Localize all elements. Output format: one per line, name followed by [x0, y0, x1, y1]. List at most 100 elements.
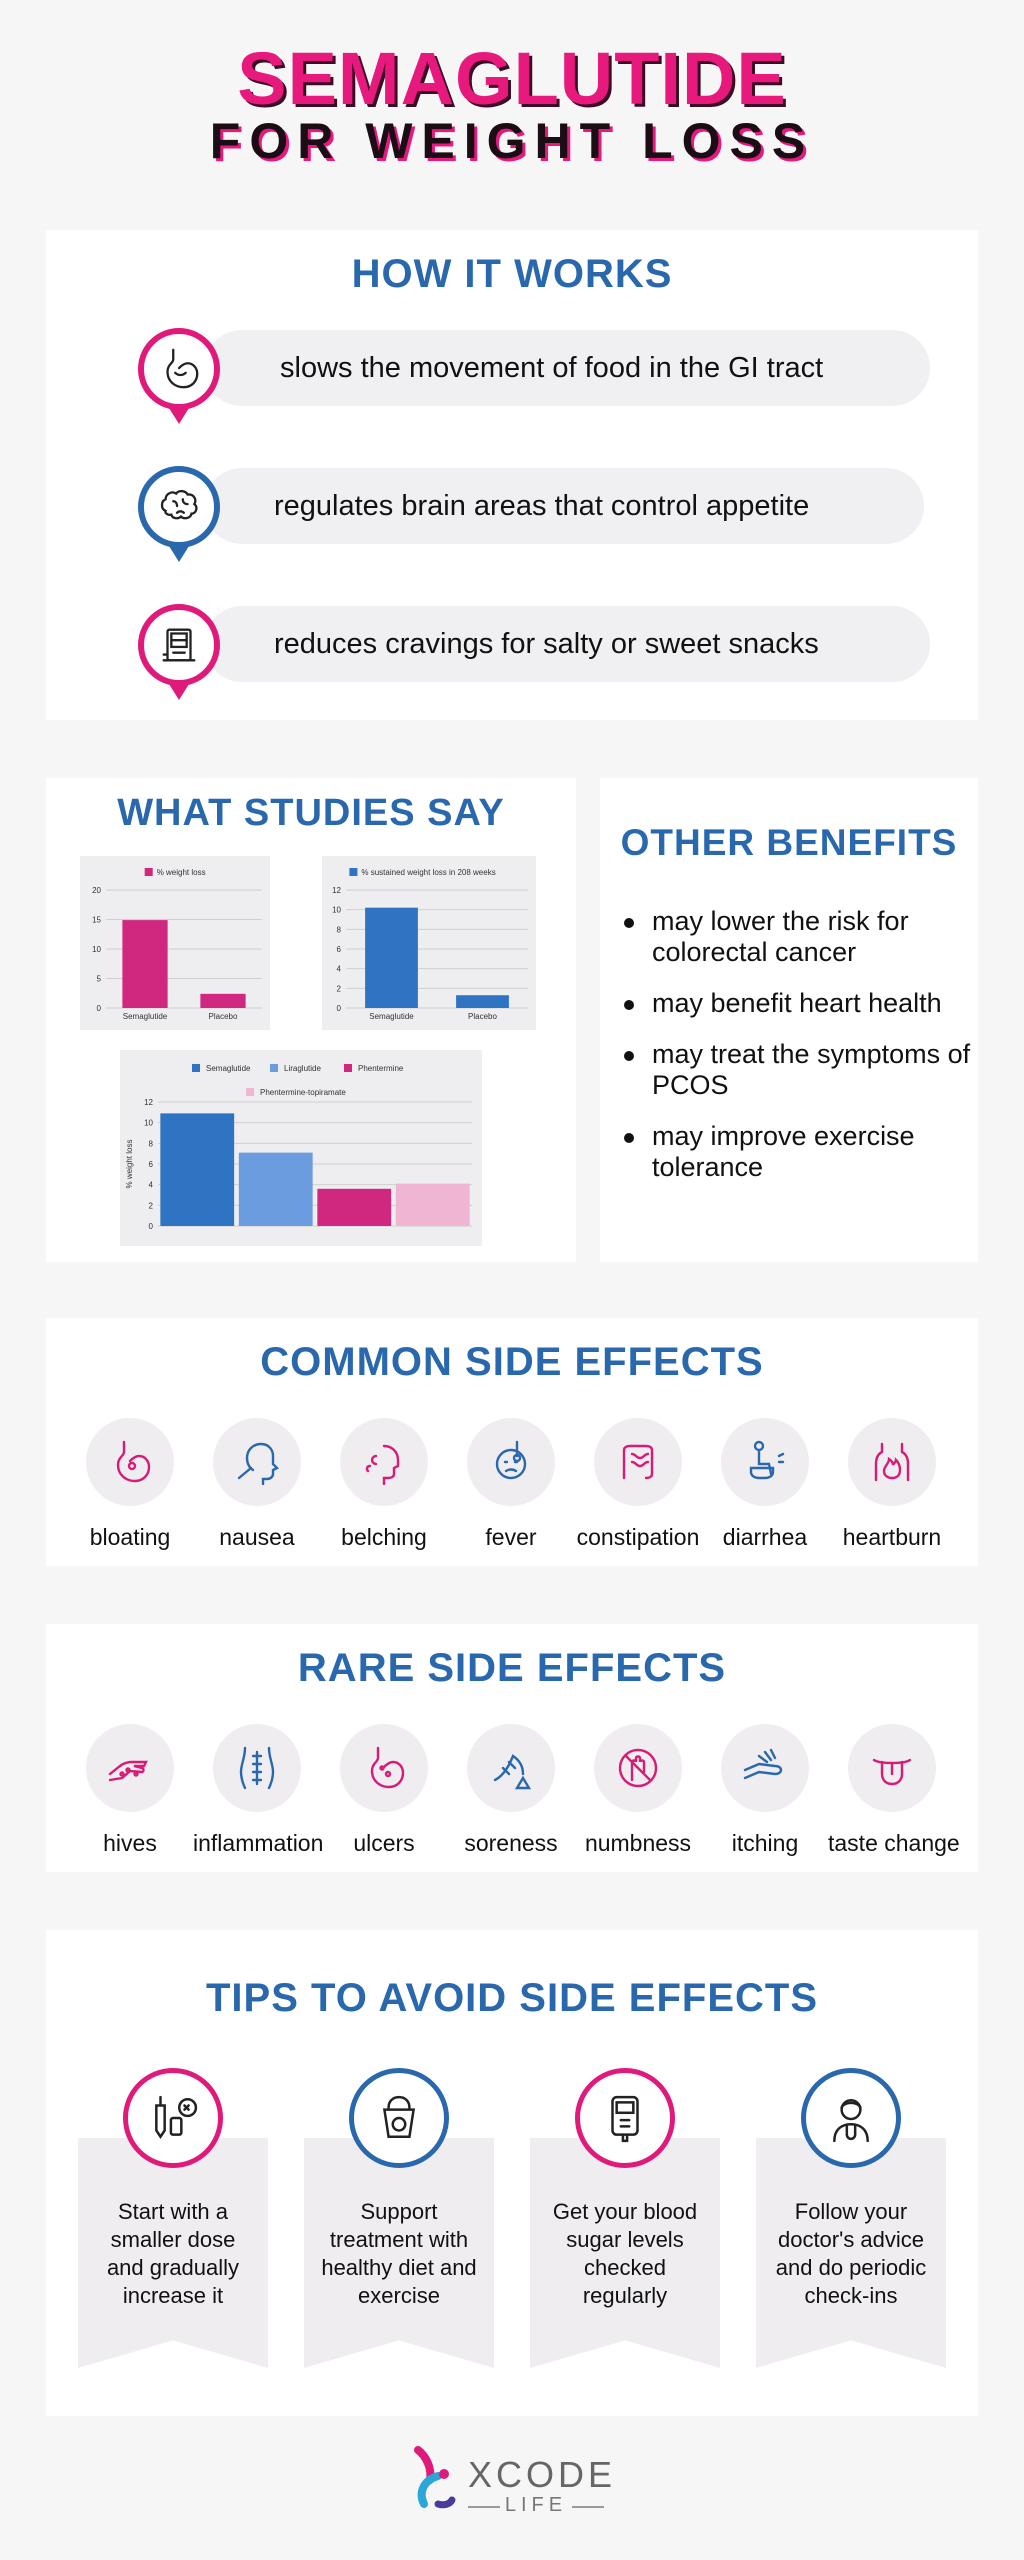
chart-weight-loss: 0 5 10 15 20 % weight loss Semaglutide Placebo: [80, 856, 270, 1030]
y-tick-label: 0: [97, 1004, 102, 1013]
side-effect-bloating: bloating: [66, 1418, 194, 1551]
y-tick-label: 6: [337, 945, 342, 954]
tip-text: Get your blood sugar levels checked regu…: [552, 2199, 698, 2308]
side-effect-label: constipation: [576, 1524, 700, 1550]
chart-sustained-weight-loss: 0 2 4 6 8 10 12 % sustained weight loss in 208 …: [322, 856, 536, 1030]
y-tick-label: 10: [144, 1119, 153, 1128]
legend-swatch: [344, 1064, 352, 1072]
y-tick-label: 4: [149, 1181, 154, 1190]
stomach-ulcer-icon: [340, 1724, 428, 1812]
bar: [122, 920, 168, 1008]
y-tick-label: 8: [337, 925, 342, 934]
chart-weight-loss-svg: 0 5 10 15 20 % weight loss Semaglutide Placebo: [92, 868, 262, 1021]
y-tick-label: 10: [332, 906, 341, 915]
y-tick-label: 20: [92, 886, 101, 895]
legend-swatch: [349, 868, 358, 876]
numb-hand-icon: [594, 1724, 682, 1812]
common-side-effects-title: COMMON SIDE EFFECTS: [260, 1340, 764, 1384]
tongue-icon: [848, 1724, 936, 1812]
logo-mark-icon: [414, 2446, 456, 2509]
logo-name: XCODE: [468, 2454, 617, 2495]
bar: [365, 907, 418, 1008]
side-effect-belching: belching: [320, 1418, 448, 1551]
how-item-2: regulates brain areas that control appet…: [204, 468, 924, 544]
bar: [456, 995, 509, 1008]
how-it-works-panel: HOW IT WORKS slows the movement of food …: [46, 230, 978, 720]
common-side-effects-panel: COMMON SIDE EFFECTS bloating nausea belc…: [46, 1318, 978, 1566]
tip-ribbon: [78, 2138, 268, 2368]
side-effect-label: hives: [103, 1830, 157, 1856]
side-effect-label: ulcers: [353, 1830, 415, 1856]
how-item-text: regulates brain areas that control appet…: [274, 490, 810, 522]
side-effect-heartburn: heartburn: [828, 1418, 956, 1551]
side-effect-label: diarrhea: [722, 1524, 808, 1550]
side-effect-diarrhea: diarrhea: [701, 1418, 829, 1551]
heartburn-icon: [848, 1418, 936, 1506]
hives-icon: [86, 1724, 174, 1812]
x-tick-label: Placebo: [209, 1012, 238, 1021]
chart-comparison-svg: 0 2 4 6 8 10 12 Semaglutide Liraglutide Phentermi…: [125, 1064, 472, 1231]
side-effect-label: belching: [341, 1524, 427, 1550]
brain-icon: [138, 466, 220, 562]
legend-label: Phentermine-topiramate: [260, 1088, 346, 1097]
y-tick-label: 2: [149, 1201, 154, 1210]
side-effect-label: fever: [485, 1524, 537, 1550]
how-item-text: slows the movement of food in the GI tra…: [280, 352, 824, 384]
y-tick-label: 6: [149, 1160, 154, 1169]
y-tick-label: 8: [149, 1139, 154, 1148]
tip-ribbon: [756, 2138, 946, 2368]
spine-icon: [213, 1724, 301, 1812]
vending-machine-icon: [138, 604, 220, 700]
diet-exercise-icon: [349, 2068, 449, 2168]
legend-label: % weight loss: [157, 868, 206, 877]
other-benefits-title: OTHER BENEFITS: [620, 822, 958, 863]
how-it-works-title: HOW IT WORKS: [351, 252, 673, 296]
chart-comparison: 0 2 4 6 8 10 12 Semaglutide Liraglutide Phentermi…: [120, 1050, 482, 1246]
rare-side-effects-panel: RARE SIDE EFFECTS hives inflammation ulc…: [46, 1624, 978, 1872]
toilet-icon: [721, 1418, 809, 1506]
bar: [160, 1113, 235, 1226]
fever-icon: [467, 1418, 555, 1506]
itching-icon: [721, 1724, 809, 1812]
page-subtitle: FOR WEIGHT LOSS: [209, 113, 815, 169]
tips-title: TIPS TO AVOID SIDE EFFECTS: [206, 1976, 818, 2020]
y-tick-label: 2: [337, 984, 342, 993]
muscle-icon: [467, 1724, 555, 1812]
side-effect-label: taste change: [828, 1830, 960, 1856]
nausea-icon: [213, 1418, 301, 1506]
how-item-text: reduces cravings for salty or sweet snac…: [274, 628, 819, 660]
side-effect-itching: itching: [701, 1724, 829, 1857]
y-tick-label: 5: [97, 975, 102, 984]
tip-ribbon: [304, 2138, 494, 2368]
chart-sustained-svg: 0 2 4 6 8 10 12 % sustained weight loss in 208 …: [332, 868, 528, 1021]
bar: [317, 1188, 392, 1226]
side-effect-ulcers: ulcers: [320, 1724, 448, 1857]
rare-side-effects-title: RARE SIDE EFFECTS: [297, 1646, 727, 1690]
side-effect-label: soreness: [464, 1830, 558, 1856]
x-tick-label: Semaglutide: [123, 1012, 168, 1021]
other-benefits-panel: OTHER BENEFITS may lower the risk for co…: [600, 778, 978, 1262]
side-effect-label: bloating: [89, 1524, 171, 1550]
legend-swatch: [144, 868, 153, 876]
side-effect-fever: fever: [447, 1418, 575, 1551]
legend-swatch: [246, 1088, 254, 1096]
intestine-icon: [594, 1418, 682, 1506]
doctor-icon: [801, 2068, 901, 2168]
tip-text: Support treatment with healthy diet and …: [321, 2199, 477, 2308]
x-tick-label: Placebo: [468, 1012, 497, 1021]
y-tick-label: 15: [92, 916, 101, 925]
benefits-list: may lower the risk for colorectal cancer…: [624, 906, 992, 1203]
side-effect-label: nausea: [219, 1524, 295, 1550]
side-effect-constipation: constipation: [574, 1418, 702, 1551]
side-effect-nausea: nausea: [193, 1418, 321, 1551]
legend-swatch: [192, 1064, 200, 1072]
how-item-3: reduces cravings for salty or sweet snac…: [204, 606, 930, 682]
y-tick-label: 4: [337, 965, 342, 974]
legend-label: % sustained weight loss in 208 weeks: [361, 868, 495, 877]
y-tick-label: 12: [332, 886, 341, 895]
y-tick-label: 0: [149, 1222, 154, 1231]
how-item-1: slows the movement of food in the GI tra…: [204, 330, 930, 406]
bar: [238, 1152, 313, 1226]
benefit-item: may benefit heart health: [624, 988, 992, 1019]
tip-ribbon: [530, 2138, 720, 2368]
